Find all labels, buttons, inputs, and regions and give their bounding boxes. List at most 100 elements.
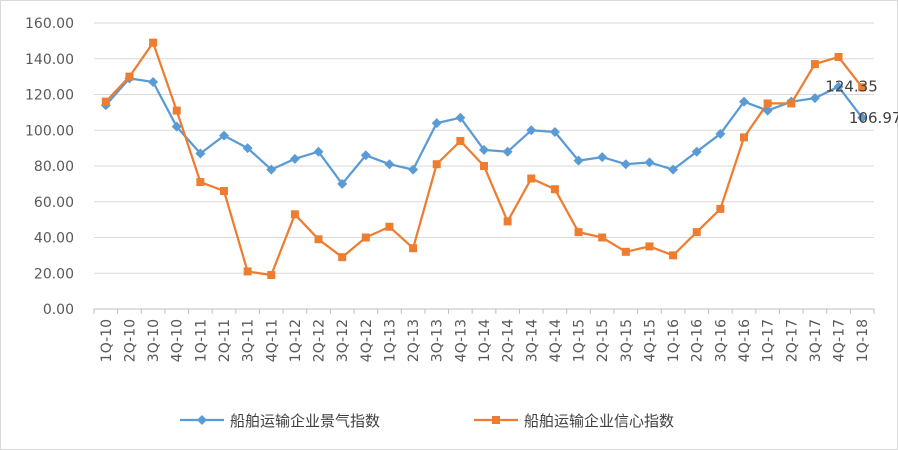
x-tick-label: 3Q-15: [619, 319, 635, 362]
data-point-s1: [384, 159, 395, 170]
x-tick-label: 1Q-16: [666, 319, 682, 362]
x-tick-label: 3Q-17: [808, 319, 824, 362]
legend-label-2: 船舶运输企业信心指数: [524, 412, 674, 430]
data-point-s1: [739, 96, 749, 107]
x-tick-label: 4Q-10: [170, 319, 186, 362]
data-point-s2: [858, 83, 867, 92]
data-label-2: 106.97: [849, 109, 898, 127]
data-point-s2: [172, 106, 181, 115]
y-tick-label: 140.00: [25, 52, 74, 68]
data-point-s1: [668, 164, 679, 175]
data-point-s2: [810, 60, 819, 69]
data-point-s2: [101, 97, 110, 106]
data-point-s1: [195, 148, 206, 159]
data-point-s2: [338, 253, 347, 262]
data-point-s1: [762, 105, 773, 116]
data-point-s2: [716, 204, 725, 213]
x-tick-label: 1Q-11: [193, 319, 209, 362]
x-tick-label: 2Q-11: [217, 319, 233, 362]
y-tick-label: 40.00: [34, 231, 74, 247]
legend-marker: [492, 416, 500, 424]
data-point-s2: [598, 233, 607, 242]
data-point-s2: [409, 244, 418, 253]
data-point-s2: [763, 99, 772, 108]
x-tick-label: 1Q-10: [99, 319, 115, 362]
data-point-s2: [149, 38, 158, 47]
data-point-s1: [408, 164, 419, 175]
data-point-s1: [313, 146, 324, 157]
x-tick-label: 2Q-12: [312, 319, 328, 362]
data-point-s1: [479, 144, 489, 155]
y-tick-label: 20.00: [34, 266, 74, 282]
x-tick-label: 4Q-13: [453, 319, 469, 362]
x-tick-label: 4Q-12: [359, 319, 375, 362]
x-tick-label: 4Q-17: [832, 319, 848, 362]
x-tick-label: 2Q-17: [784, 319, 800, 362]
data-point-s1: [573, 155, 584, 166]
series-line-2: [104, 41, 864, 277]
data-point-s1: [289, 153, 300, 164]
x-tick-label: 3Q-10: [146, 319, 162, 362]
y-tick-label: 160.00: [25, 16, 74, 32]
data-point-s2: [267, 271, 276, 280]
data-point-s1: [715, 128, 726, 139]
data-point-s2: [740, 133, 748, 142]
legend-marker: [197, 415, 207, 425]
x-tick-label: 2Q-15: [595, 319, 611, 362]
data-point-s2: [243, 267, 252, 276]
data-point-s1: [219, 130, 229, 141]
x-tick-label: 3Q-11: [241, 319, 257, 362]
x-tick-label: 2Q-14: [501, 319, 517, 362]
x-tick-label: 1Q-17: [761, 319, 777, 362]
x-tick-label: 1Q-18: [855, 319, 871, 362]
legend-label-1: 船舶运输企业景气指数: [230, 412, 380, 430]
data-label-1: 124.35: [825, 78, 878, 96]
y-tick-label: 120.00: [25, 88, 74, 104]
data-point-s2: [621, 247, 630, 256]
data-point-s2: [669, 251, 678, 260]
data-labels: 124.35 106.97: [825, 78, 898, 127]
y-tick-label: 0.00: [43, 302, 74, 318]
gridlines: [94, 22, 874, 274]
data-point-s2: [385, 222, 394, 231]
data-point-s2: [125, 72, 134, 81]
data-point-s1: [549, 127, 560, 138]
legend: 船舶运输企业景气指数 船舶运输企业信心指数: [180, 412, 674, 430]
x-tick-label: 1Q-15: [572, 319, 588, 362]
data-point-s2: [456, 136, 465, 145]
series-lines: [104, 41, 864, 277]
data-point-s2: [645, 242, 654, 251]
data-point-s1: [148, 76, 159, 87]
data-point-s1: [644, 157, 655, 168]
data-point-s2: [220, 187, 228, 196]
x-tick-label: 4Q-16: [737, 319, 753, 362]
series-markers: [100, 38, 868, 280]
x-tick-label: 3Q-13: [430, 319, 446, 362]
data-point-s1: [620, 159, 631, 170]
data-point-s1: [857, 112, 868, 123]
data-point-s1: [502, 146, 513, 157]
data-point-s2: [527, 174, 536, 183]
data-point-s2: [196, 178, 205, 187]
data-point-s1: [337, 178, 348, 189]
x-tick-label: 4Q-14: [548, 319, 564, 362]
x-axis: [93, 308, 875, 314]
x-tick-label: 2Q-16: [690, 319, 706, 362]
data-point-s1: [171, 121, 182, 132]
data-point-s2: [574, 228, 583, 237]
data-point-s1: [360, 150, 371, 161]
data-point-s1: [431, 118, 442, 129]
data-point-s2: [692, 228, 701, 237]
data-point-s1: [266, 164, 277, 175]
data-point-s2: [290, 210, 299, 219]
data-point-s2: [503, 217, 512, 226]
x-tick-label: 3Q-12: [335, 319, 351, 362]
data-point-s1: [597, 152, 608, 163]
x-tick-label: 1Q-12: [288, 319, 304, 362]
data-point-s2: [787, 99, 796, 108]
x-tick-label: 1Q-13: [382, 319, 398, 362]
data-point-s1: [833, 81, 844, 92]
x-tick-label: 3Q-16: [713, 319, 729, 362]
